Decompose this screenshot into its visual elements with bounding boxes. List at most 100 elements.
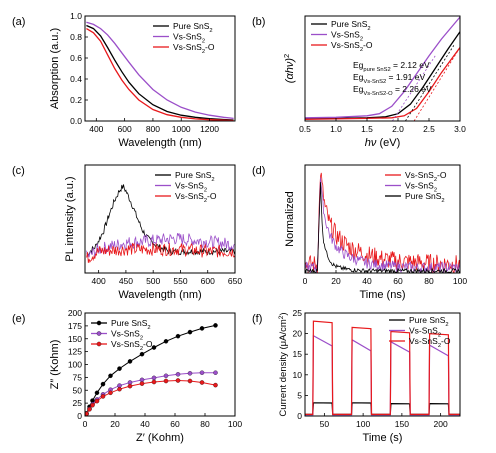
label-part: Eg <box>353 60 364 70</box>
label-part: hν <box>365 137 377 149</box>
x-tick-label: 20 <box>331 276 341 286</box>
tangent-line <box>392 55 436 121</box>
data-point <box>175 333 181 339</box>
x-tick-label: 600 <box>118 124 132 134</box>
axes-frame <box>304 164 461 274</box>
label-part: (eV) <box>376 137 400 149</box>
label-part: 2 <box>360 47 363 53</box>
label-part: Pure SnS <box>173 21 210 31</box>
panel-c: 400 450 500 550 600 650 (c) Wavelength (nm) PL i… <box>12 164 242 301</box>
y-tick-label: 0.0 <box>70 116 82 126</box>
y-tick-label: 20 <box>293 329 303 339</box>
label-part: Vs-SnS2-O <box>363 91 393 97</box>
series-line-1 <box>305 402 460 415</box>
label-part: Vs-SnS <box>331 30 360 40</box>
panel-label: (b) <box>252 16 265 28</box>
label-part: Vs-SnS <box>409 326 438 336</box>
panel-label: (a) <box>12 16 25 28</box>
legend-entry: Vs-SnS2-O <box>331 40 373 53</box>
y-tick-label: 100 <box>68 360 82 370</box>
label-part: = 2.26 eV <box>393 84 432 94</box>
bandgap-annotation: Egpure SnS2 = 2.12 eV <box>353 60 430 73</box>
x-tick-label: 100 <box>356 419 370 429</box>
panel-f: 50 100 150 200 0 5 10 15 20 25 (f) Time (s) Current … <box>252 308 461 444</box>
x-tick-label: 2.5 <box>423 124 435 134</box>
axes-frame <box>84 312 236 417</box>
series-line-3 <box>305 320 460 415</box>
data-point <box>163 373 169 379</box>
y-tick-label: 0 <box>77 411 82 421</box>
x-axis-label: Time (ns) <box>359 289 405 301</box>
y-axis-label: Absorption (a.u.) <box>49 28 61 109</box>
x-tick-label: 60 <box>393 276 403 286</box>
label-part: 2 <box>211 177 214 183</box>
label-part: Pure SnS <box>111 318 148 328</box>
axes-frame <box>84 15 236 122</box>
label-part: Vs-SnS <box>405 181 434 191</box>
label-part: Vs-SnS <box>175 181 204 191</box>
label-part: 2 <box>209 28 212 34</box>
legend-entry: Vs-SnS2 <box>405 181 437 194</box>
label-part: = 1.91 eV <box>386 72 425 82</box>
x-axis-label: Z′ (Kohm) <box>136 432 184 444</box>
y-axis-label: PL intensity (a.u.) <box>64 176 76 261</box>
y-axis-label: Current density (μA/cm2) <box>278 312 290 416</box>
label-part: 2 <box>367 26 370 32</box>
legend-entry: Vs-SnS2-O <box>175 191 217 204</box>
panel-d: 0 20 40 60 80 100 (d) Time (ns) Normalized Vs-SnS… <box>252 164 467 301</box>
label-part: 2 <box>202 39 205 45</box>
y-tick-label: 0.2 <box>70 95 82 105</box>
legend-entry: Vs-SnS2 <box>331 30 363 43</box>
x-tick-label: 0 <box>83 419 88 429</box>
y-tick-label: 15 <box>293 349 303 359</box>
x-tick-label: 500 <box>146 276 160 286</box>
y-tick-label: 200 <box>68 308 82 318</box>
legend-entry: Vs-SnS2-O <box>409 336 451 349</box>
y-axis-label: Normalized <box>284 191 296 247</box>
data-point <box>213 323 218 328</box>
label-part: 2 <box>438 343 441 349</box>
data-point <box>100 394 106 399</box>
series-line-1 <box>86 24 234 121</box>
series-line-3 <box>305 47 460 121</box>
x-tick-label: 20 <box>110 419 120 429</box>
data-point <box>108 390 113 396</box>
x-axis-label: Time (s) <box>363 432 403 444</box>
panel-label: (f) <box>252 313 262 325</box>
label-part: -O <box>143 339 153 349</box>
legend-entry: Pure SnS2 <box>175 170 215 183</box>
y-axis-label: Z″ (Kohm) <box>49 340 61 390</box>
label-part: Vs-SnS <box>111 329 140 339</box>
data-point <box>187 329 193 335</box>
x-tick-label: 150 <box>395 419 409 429</box>
x-tick-label: 3.0 <box>454 124 466 134</box>
data-point <box>199 370 205 375</box>
label-part: 2 <box>204 188 207 194</box>
data-point <box>175 378 181 383</box>
data-point <box>117 366 122 371</box>
x-tick-label: 60 <box>170 419 180 429</box>
bandgap-annotation: EgVs-SnS2 = 1.91 eV <box>353 72 425 85</box>
label-part: Pure SnS <box>331 19 368 29</box>
label-part: ) <box>278 312 289 315</box>
label-part: 2 <box>204 198 207 204</box>
label-part: Vs-SnS <box>331 40 360 50</box>
data-point <box>87 407 92 412</box>
label-part: Vs-SnS <box>173 32 202 42</box>
y-tick-label: 25 <box>73 398 83 408</box>
x-tick-label: 100 <box>228 419 242 429</box>
series-line-3 <box>86 379 216 415</box>
x-tick-label: 400 <box>92 276 106 286</box>
legend-entry: Vs-SnS2-O <box>173 42 215 55</box>
data-point <box>94 398 100 404</box>
label-part: Eg <box>353 72 364 82</box>
y-tick-label: 0.8 <box>70 32 82 42</box>
legend-entry: Pure SnS2 <box>405 191 445 204</box>
label-part: Eg <box>353 84 364 94</box>
y-tick-label: 5 <box>297 390 302 400</box>
data-point <box>151 345 157 350</box>
label-part: 2 <box>140 346 143 352</box>
label-part: 2 <box>441 198 444 204</box>
